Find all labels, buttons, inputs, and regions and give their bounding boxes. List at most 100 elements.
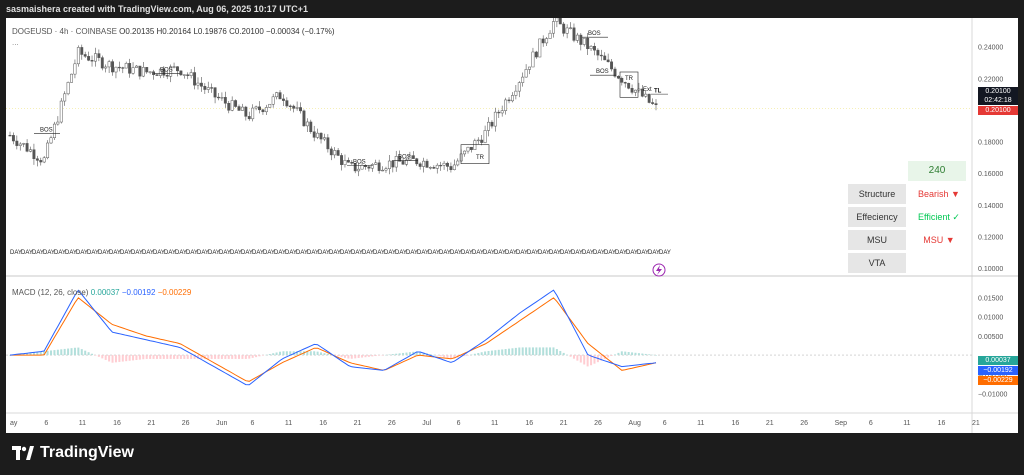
candle[interactable] <box>42 157 46 163</box>
candle[interactable] <box>275 92 279 98</box>
candle[interactable] <box>111 61 114 73</box>
candle[interactable] <box>616 75 620 79</box>
candle[interactable] <box>288 105 292 108</box>
candle[interactable] <box>199 82 203 87</box>
candle[interactable] <box>562 23 566 34</box>
candle[interactable] <box>220 97 224 99</box>
candle[interactable] <box>606 59 610 63</box>
candle[interactable] <box>589 46 593 50</box>
candle[interactable] <box>138 65 142 77</box>
candle[interactable] <box>644 93 648 97</box>
candle[interactable] <box>579 34 583 45</box>
candle[interactable] <box>254 106 258 109</box>
candle[interactable] <box>46 142 50 159</box>
candle[interactable] <box>442 162 446 166</box>
candle[interactable] <box>398 156 402 162</box>
candle[interactable] <box>100 57 104 69</box>
candle[interactable] <box>104 66 108 69</box>
candle[interactable] <box>66 82 70 95</box>
candle[interactable] <box>634 89 637 93</box>
candle[interactable] <box>394 156 398 168</box>
candle[interactable] <box>261 109 265 113</box>
candle[interactable] <box>476 139 480 142</box>
candle[interactable] <box>387 160 391 169</box>
candle[interactable] <box>582 37 586 45</box>
candle[interactable] <box>11 135 15 142</box>
candle[interactable] <box>528 66 531 70</box>
candle[interactable] <box>326 137 330 150</box>
candle[interactable] <box>155 74 159 76</box>
candle[interactable] <box>206 87 210 90</box>
candle[interactable] <box>521 76 525 83</box>
candle[interactable] <box>169 66 173 77</box>
candle[interactable] <box>374 162 378 165</box>
candle[interactable] <box>558 18 562 25</box>
candle[interactable] <box>196 82 200 86</box>
candle[interactable] <box>124 63 128 69</box>
candle[interactable] <box>172 66 176 68</box>
candle[interactable] <box>93 53 97 62</box>
candle[interactable] <box>141 67 145 77</box>
candle[interactable] <box>531 51 535 68</box>
candle[interactable] <box>473 140 477 150</box>
candle[interactable] <box>193 72 197 86</box>
candle[interactable] <box>87 56 91 61</box>
macd-line[interactable] <box>9 289 657 386</box>
candle[interactable] <box>56 121 60 125</box>
candle[interactable] <box>189 72 193 76</box>
candle[interactable] <box>148 71 152 73</box>
candle[interactable] <box>131 67 135 74</box>
candle[interactable] <box>350 161 354 164</box>
candle[interactable] <box>281 98 285 101</box>
candle[interactable] <box>572 27 576 41</box>
candle[interactable] <box>340 155 343 165</box>
candle[interactable] <box>158 68 162 76</box>
candle[interactable] <box>384 168 388 171</box>
candle[interactable] <box>483 130 487 143</box>
candle[interactable] <box>428 167 432 169</box>
candle[interactable] <box>312 131 316 138</box>
candle[interactable] <box>258 106 261 111</box>
candle[interactable] <box>59 100 63 123</box>
candle[interactable] <box>8 134 12 137</box>
candle[interactable] <box>128 63 132 74</box>
candle[interactable] <box>213 87 217 98</box>
candle[interactable] <box>114 66 118 73</box>
candle[interactable] <box>268 103 272 108</box>
candle[interactable] <box>377 162 381 171</box>
candle[interactable] <box>264 107 268 113</box>
candle[interactable] <box>555 18 559 22</box>
candle[interactable] <box>271 96 275 105</box>
candle[interactable] <box>504 99 508 111</box>
candle[interactable] <box>603 55 607 61</box>
candle[interactable] <box>210 87 214 89</box>
candle[interactable] <box>552 21 555 34</box>
candle[interactable] <box>463 150 467 155</box>
macd-title[interactable]: MACD (12, 26, close) <box>12 288 89 297</box>
candle[interactable] <box>627 82 631 89</box>
candle[interactable] <box>176 66 179 72</box>
candle[interactable] <box>360 165 364 170</box>
candle[interactable] <box>18 143 22 146</box>
candle[interactable] <box>52 123 56 138</box>
candle[interactable] <box>121 67 125 69</box>
candle[interactable] <box>541 38 545 44</box>
candle[interactable] <box>500 110 504 114</box>
candle[interactable] <box>367 166 371 169</box>
candle[interactable] <box>370 164 374 169</box>
candle[interactable] <box>70 73 73 83</box>
candle[interactable] <box>357 168 361 172</box>
candle[interactable] <box>575 34 579 41</box>
candle[interactable] <box>493 111 497 127</box>
candle[interactable] <box>152 71 156 75</box>
candle[interactable] <box>299 107 302 112</box>
candle[interactable] <box>596 49 600 56</box>
candle[interactable] <box>623 82 627 84</box>
candle[interactable] <box>490 121 494 127</box>
legend-more[interactable]: ... <box>12 38 19 47</box>
candle[interactable] <box>411 155 415 159</box>
candle[interactable] <box>302 110 306 127</box>
candle[interactable] <box>469 146 473 150</box>
candle[interactable] <box>83 54 87 57</box>
candle[interactable] <box>422 160 426 167</box>
